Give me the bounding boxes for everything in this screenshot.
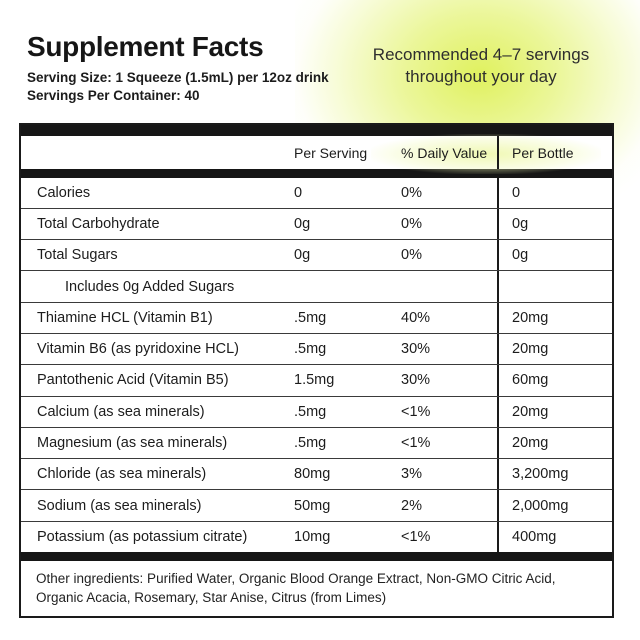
row-calories: Calories 0 0% 0: [21, 178, 612, 208]
row-label: Vitamin B6 (as pyridoxine HCL): [37, 341, 240, 358]
row-per-serving: .5mg: [294, 309, 327, 326]
row-per-bottle: 0g: [497, 208, 612, 240]
row-added-sugars: Includes 0g Added Sugars: [21, 270, 612, 302]
row-daily-value: [401, 271, 497, 301]
row-per-serving: .5mg: [294, 341, 327, 358]
row-per-bottle: 3,200mg: [497, 459, 612, 490]
row-per-bottle: 20mg: [497, 302, 612, 333]
serving-size: Serving Size: 1 Squeeze (1.5mL) per 12oz…: [27, 70, 329, 85]
row-daily-value: 30%: [401, 341, 431, 358]
row-per-bottle: [497, 271, 612, 302]
row-per-serving: 0: [294, 184, 303, 201]
serving-info: Serving Size: 1 Squeeze (1.5mL) per 12oz…: [27, 69, 329, 105]
row-per-bottle: 20mg: [497, 427, 612, 459]
row-pantothenic-acid: Pantothenic Acid (Vitamin B5) 1.5mg 30% …: [21, 364, 612, 396]
row-per-bottle: 0: [497, 178, 612, 208]
table-top-bar: [21, 125, 612, 136]
row-vitamin-b6: Vitamin B6 (as pyridoxine HCL) .5mg 30% …: [21, 332, 612, 365]
row-total-sugars: Total Sugars 0g 0% 0g: [21, 239, 612, 271]
other-ingredients: Other ingredients: Purified Water, Organ…: [36, 571, 556, 606]
row-label: Magnesium (as sea minerals): [37, 435, 228, 452]
row-label: Calcium (as sea minerals): [37, 403, 205, 420]
row-per-serving: .5mg: [294, 435, 327, 452]
row-per-bottle: 20mg: [497, 333, 612, 365]
row-daily-value: 2%: [401, 497, 422, 514]
table-bottom-bar: [21, 552, 612, 562]
row-per-serving: 50mg: [294, 497, 331, 514]
row-per-bottle: 0g: [497, 240, 612, 271]
recommendation-line-2: throughout your day: [405, 67, 557, 86]
row-calcium: Calcium (as sea minerals) .5mg <1% 20mg: [21, 395, 612, 427]
row-sodium: Sodium (as sea minerals) 50mg 2% 2,000mg: [21, 489, 612, 521]
row-label: Calories: [37, 184, 91, 201]
row-daily-value: <1%: [401, 403, 431, 420]
row-per-serving: 0g: [294, 247, 311, 264]
row-magnesium: Magnesium (as sea minerals) .5mg <1% 20m…: [21, 426, 612, 459]
page-title: Supplement Facts: [27, 31, 264, 62]
row-label: Thiamine HCL (Vitamin B1): [37, 309, 213, 326]
row-label: Total Carbohydrate: [37, 215, 160, 232]
row-label: Potassium (as potassium citrate): [37, 528, 248, 545]
row-per-serving: .5mg: [294, 403, 327, 420]
row-potassium: Potassium (as potassium citrate) 10mg <1…: [21, 520, 612, 553]
row-per-bottle: 400mg: [497, 521, 612, 553]
column-header-daily-value: % Daily Value: [401, 144, 488, 161]
table-header-row: Per Serving % Daily Value Per Bottle: [21, 134, 612, 174]
row-label: Pantothenic Acid (Vitamin B5): [37, 372, 229, 389]
supplement-facts-table: Per Serving % Daily Value Per Bottle Cal…: [19, 123, 614, 619]
row-per-bottle: 20mg: [497, 396, 612, 427]
row-per-bottle: 60mg: [497, 365, 612, 396]
row-label: Sodium (as sea minerals): [37, 497, 202, 514]
row-daily-value: 0%: [401, 184, 422, 201]
recommendation-note: Recommended 4–7 servings throughout your…: [356, 44, 606, 88]
row-per-serving: 80mg: [294, 466, 331, 483]
row-daily-value: 0%: [401, 247, 422, 264]
column-header-per-serving: Per Serving: [294, 144, 368, 161]
row-daily-value: <1%: [401, 435, 431, 452]
row-label: Chloride (as sea minerals): [37, 466, 207, 483]
row-daily-value: 30%: [401, 372, 431, 389]
row-label: Includes 0g Added Sugars: [65, 278, 235, 295]
row-daily-value: 40%: [401, 309, 431, 326]
table-header-divider-bar: [21, 169, 612, 178]
row-daily-value: 3%: [401, 466, 422, 483]
row-per-serving: [294, 271, 401, 301]
servings-per-container: Servings Per Container: 40: [27, 88, 200, 103]
row-total-carbohydrate: Total Carbohydrate 0g 0% 0g: [21, 207, 612, 240]
row-per-bottle: 2,000mg: [497, 490, 612, 521]
row-daily-value: 0%: [401, 215, 422, 232]
row-thiamine: Thiamine HCL (Vitamin B1) .5mg 40% 20mg: [21, 301, 612, 333]
row-chloride: Chloride (as sea minerals) 80mg 3% 3,200…: [21, 458, 612, 490]
recommendation-line-1: Recommended 4–7 servings: [372, 45, 590, 64]
column-header-nutrient: [21, 136, 294, 169]
row-per-serving: 1.5mg: [294, 372, 335, 389]
row-per-serving: 0g: [294, 215, 311, 232]
row-label: Total Sugars: [37, 247, 118, 264]
row-per-serving: 10mg: [294, 528, 331, 545]
row-daily-value: <1%: [401, 528, 431, 545]
column-header-per-bottle: Per Bottle: [497, 136, 612, 169]
